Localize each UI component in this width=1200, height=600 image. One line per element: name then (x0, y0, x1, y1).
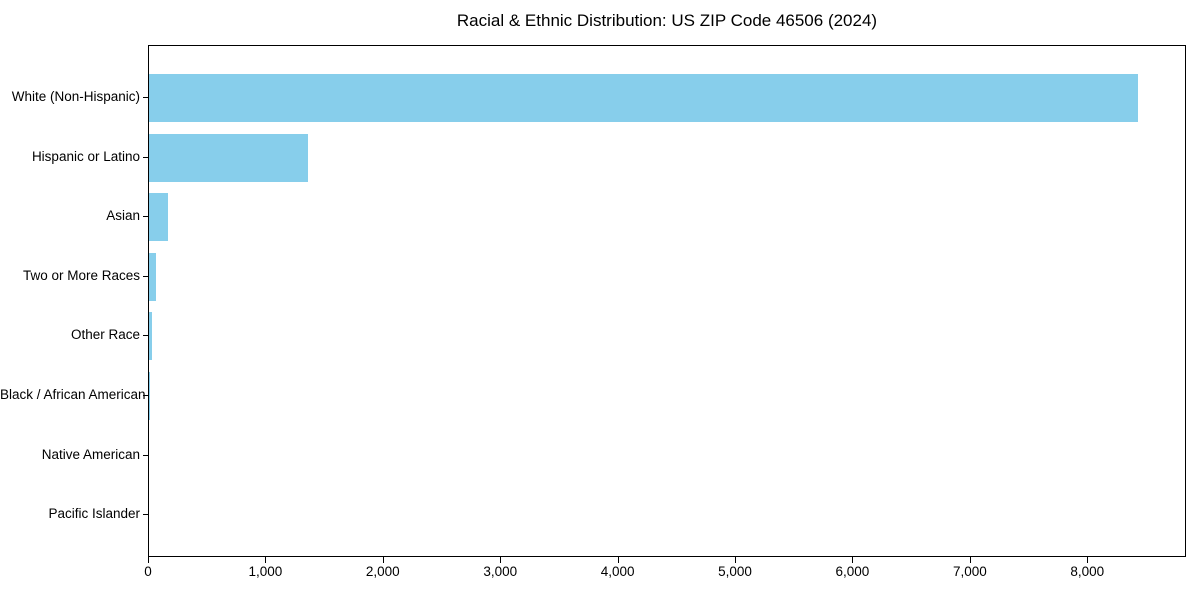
x-axis-tick (969, 557, 971, 563)
y-axis-tick (143, 514, 148, 516)
y-axis-tick (143, 395, 148, 396)
x-axis-tick (735, 557, 737, 563)
x-axis-tick (1087, 557, 1089, 563)
x-axis-tick-label: 0 (144, 564, 152, 579)
bar-other-race (149, 312, 152, 361)
y-axis-label: Asian (106, 208, 140, 224)
y-axis-label: Other Race (70, 327, 140, 343)
y-axis-tick (143, 216, 148, 218)
y-axis-label: Pacific Islander (48, 506, 140, 522)
x-axis-tick (265, 557, 267, 563)
y-axis-label: Hispanic or Latino (31, 148, 140, 164)
x-axis-tick (617, 557, 619, 563)
bar-hispanic-or-latino (149, 133, 308, 182)
y-axis-label: White (Non-Hispanic) (11, 89, 140, 104)
chart-title: Racial & Ethnic Distribution: US ZIP Cod… (456, 11, 878, 30)
y-axis-tick (143, 156, 148, 158)
x-axis-tick-label: 4,000 (600, 564, 635, 579)
y-axis-label: Black / African American (0, 387, 146, 402)
x-axis-tick-label: 8,000 (1070, 564, 1105, 579)
x-axis-tick (382, 557, 384, 563)
x-axis-tick-label: 3,000 (483, 564, 518, 579)
bar-asian (149, 193, 168, 242)
x-axis-tick (500, 557, 502, 563)
y-axis-label: Native American (41, 446, 140, 462)
x-axis-tick-label: 6,000 (835, 564, 870, 579)
bar-two-or-more-races (149, 252, 157, 301)
bar-white-non-hispanic (149, 74, 1138, 122)
y-axis-tick (143, 275, 148, 277)
y-axis-tick (143, 335, 148, 337)
x-axis-tick-label: 2,000 (365, 564, 400, 579)
x-axis-tick-label: 1,000 (248, 564, 283, 579)
bar-black-african-american (149, 372, 151, 420)
x-axis-tick (148, 557, 149, 563)
y-axis-tick (143, 454, 148, 456)
x-axis-tick-label: 5,000 (718, 564, 752, 579)
x-axis-tick-label: 7,000 (952, 564, 987, 579)
x-axis-tick (852, 557, 854, 563)
plot-area (148, 45, 1186, 557)
y-axis-label: Two or More Races (22, 267, 140, 283)
y-axis-tick (143, 97, 148, 98)
